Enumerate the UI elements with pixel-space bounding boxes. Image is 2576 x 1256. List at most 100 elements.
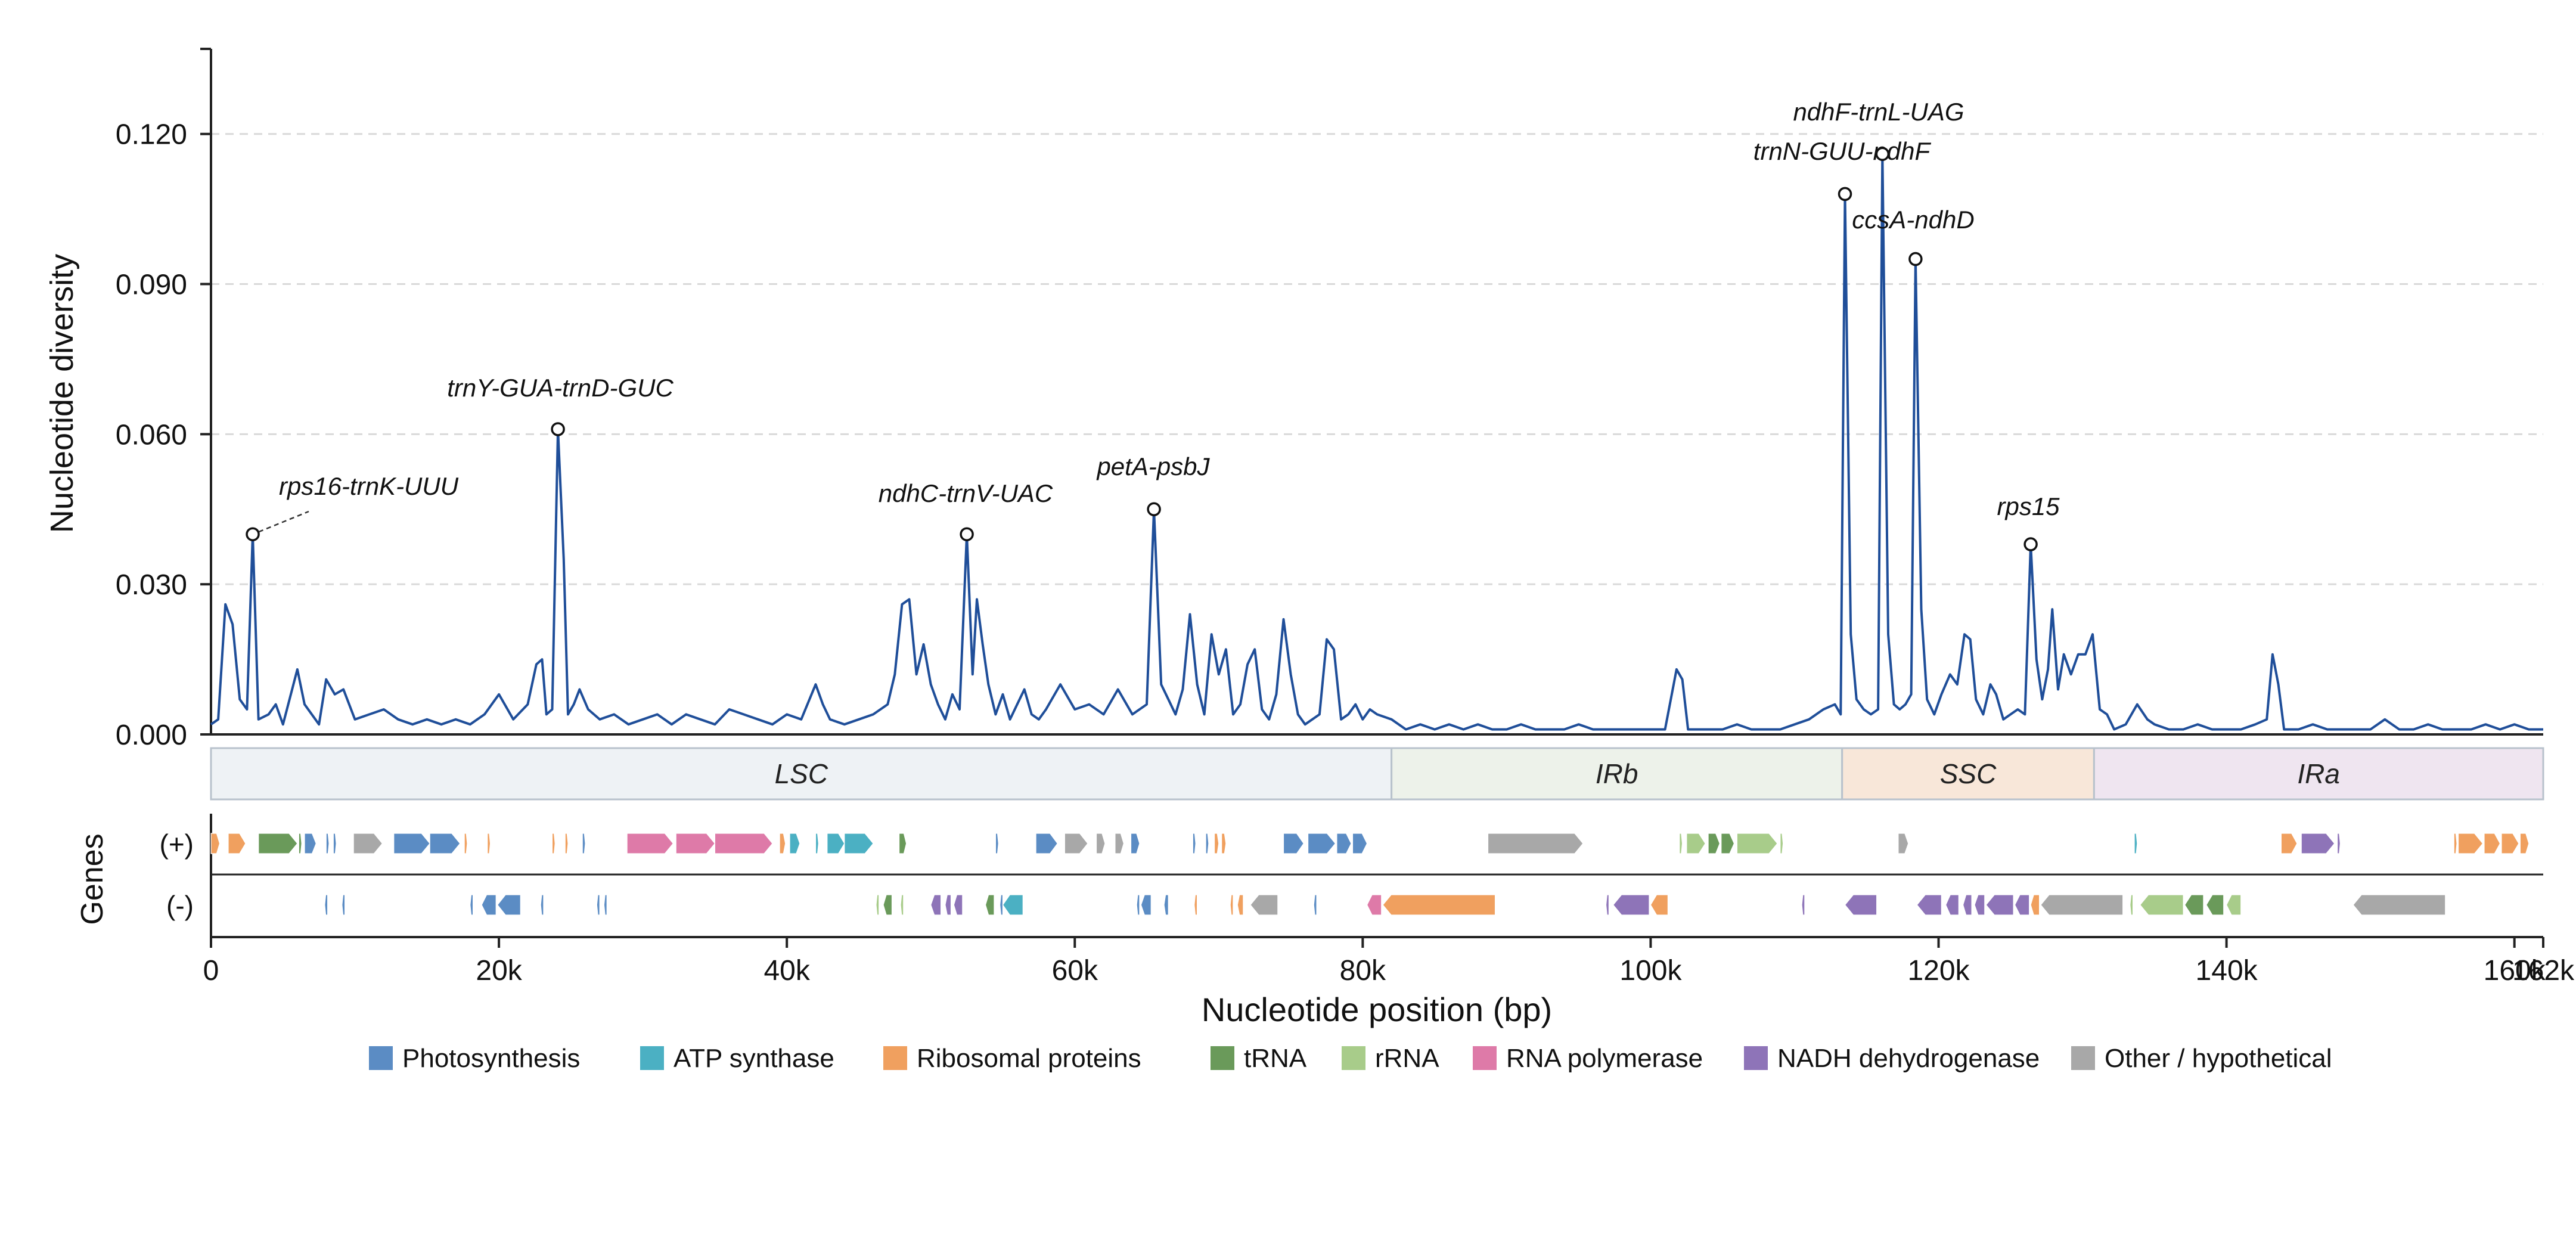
legend-swatch [1744,1046,1768,1070]
axes: 0.000 0.030 0.060 0.090 0.120 0 20k 40k 60k 80k 10… [116,48,2575,987]
gene-plus [1192,833,1196,854]
peak-marker [960,527,974,541]
legend-label: Other / hypothetical [2105,1044,2332,1073]
gene-minus [2184,894,2204,916]
y-tick-label: 0.120 [116,119,187,151]
gene-plus [564,833,569,854]
gene-minus [900,894,904,916]
gene-plus [1213,833,1219,854]
gene-minus [481,894,496,916]
peak-label: rps16-trnK-UUU [279,472,459,500]
gene-minus [496,894,521,916]
legend-label: tRNA [1244,1044,1307,1073]
gene-minus [1801,894,1805,916]
gene-minus [342,894,346,916]
x-tick-label: 160k [2484,955,2546,987]
gene-plus [1115,833,1125,854]
gene-minus [1945,894,1959,916]
region-track: LSC IRb SSC IRa [210,747,2544,801]
peak-label: ndhF-trnL-UAG [1793,98,1964,126]
gene-plus [304,833,316,854]
gene-minus [1366,894,1382,916]
legend-swatch [1342,1046,1365,1070]
gene-plus [815,833,819,854]
gene-plus [464,833,468,854]
gene-minus [1000,894,1004,916]
peak-marker [1875,147,1890,162]
gene-minus [1237,894,1244,916]
gene-plus [1035,833,1059,854]
gene-plus [995,833,999,854]
gene-minus [1136,894,1140,916]
gene-minus [985,894,995,916]
y-tick-label: 0.090 [116,269,187,301]
gene-minus [2130,894,2134,916]
legend: Photosynthesis ATP synthase Ribosomal prot… [369,1044,2332,1073]
gene-minus [876,894,880,916]
gene-plus [333,833,337,854]
gene-minus [1974,894,1985,916]
y-tick-label: 0.060 [116,419,187,451]
diversity-series [210,153,2543,731]
gene-plus [1205,833,1209,854]
peak-label: ccsA-ndhD [1852,206,1974,234]
gene-plus [551,833,555,854]
x-axis-title: Nucleotide position (bp) [1202,991,1552,1028]
gene-plus [1679,833,1683,854]
x-tick-label: 162k [2512,955,2575,987]
x-tick-label: 100k [1619,955,1682,987]
gene-minus [470,894,474,916]
gene-plus [2280,833,2298,854]
gene-minus [1163,894,1169,916]
region-lsc [210,747,1393,801]
diversity-line [210,153,2543,731]
gene-plus [1898,833,1909,854]
peak-label: rps15 [1997,492,2060,520]
gene-minus [1605,894,1609,916]
gene-minus [1250,894,1278,916]
legend-label: ATP synthase [674,1044,834,1073]
gene-plus [898,833,907,854]
gene-minus [1916,894,1942,916]
peak-marker [1147,502,1161,517]
x-tick-label: 120k [1907,955,1970,987]
gene-plus [714,833,773,854]
gene-minus [1650,894,1669,916]
gene-plus [626,833,674,854]
gene-minus [883,894,893,916]
peak-label: ndhC-trnV-UAC [879,479,1053,507]
legend-swatch [1211,1046,1234,1070]
gene-plus [429,833,461,854]
gene-plus [1130,833,1140,854]
gene-plus [1780,833,1784,854]
peak-marker [1838,187,1852,201]
legend-swatch [640,1046,664,1070]
x-tick-label: 40k [764,955,810,987]
gene-plus [2519,833,2530,854]
gene-plus [1708,833,1721,854]
gene-plus [779,833,786,854]
legend-label: NADH dehydrogenase [1777,1044,2040,1073]
gene-minus [2206,894,2224,916]
grid-lines [211,133,2543,585]
gene-minus [953,894,963,916]
legend-label: RNA polymerase [1506,1044,1703,1073]
gene-plus [258,833,298,854]
gene-minus [2030,894,2040,916]
gene-plus [675,833,716,854]
gene-minus [1230,894,1234,916]
gene-plus [844,833,874,854]
gene-minus [1612,894,1650,916]
gene-plus [2501,833,2519,854]
peak-marker [1908,252,1923,266]
gene-plus [325,833,330,854]
y-tick-label: 0.000 [116,720,187,751]
gene-minus [1140,894,1152,916]
gene-minus [324,894,328,916]
gene-plus [827,833,845,854]
peak-annotations: rps16-trnK-UUU trnY-GUA-trnD-GUC ndhC-trnV… [246,98,2060,551]
gene-minus [1313,894,1317,916]
x-tick-label: 0 [203,955,219,987]
